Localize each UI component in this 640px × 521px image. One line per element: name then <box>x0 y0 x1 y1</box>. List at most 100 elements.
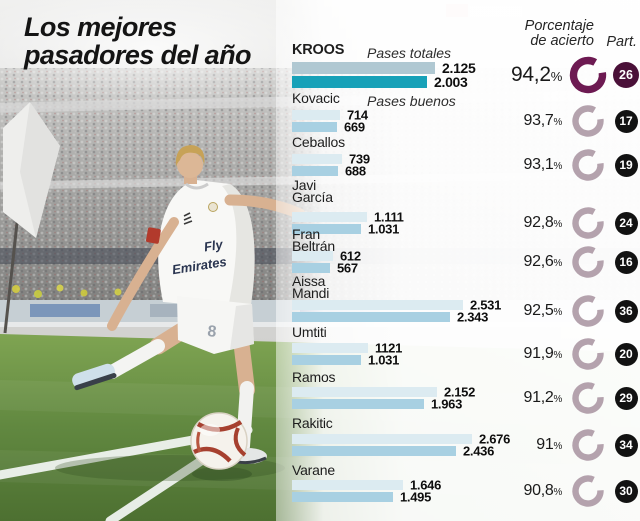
percent-sign: % <box>553 487 562 498</box>
pases-buenos-bar: 1.495 <box>292 490 431 505</box>
percent-sign: % <box>553 307 562 318</box>
pases-totales-bar: 2.125 <box>292 60 476 76</box>
shorts-number: 8 <box>207 323 218 341</box>
club-crest-icon <box>208 202 218 212</box>
player-name: Rakitic <box>292 415 333 431</box>
accuracy-number: 94,2 <box>511 63 551 86</box>
player-name: Ceballos <box>292 134 345 150</box>
player-name: Aissa Mandi <box>292 273 330 301</box>
header-accuracy-line1: Porcentaje <box>524 18 594 34</box>
header-matches: Part. <box>606 34 637 50</box>
ball-outline <box>190 412 248 470</box>
player-kroos: Fly Emirates 8 <box>72 145 306 465</box>
accuracy-number: 93,7 <box>523 112 554 129</box>
shirt-sponsor-line1: Fly <box>203 237 225 255</box>
matches-badge: 34 <box>614 433 638 457</box>
accuracy-number: 91,9 <box>523 345 554 362</box>
pases-buenos-value: 1.495 <box>400 489 432 505</box>
player-name: Ramos <box>292 369 336 385</box>
matches-badge: 16 <box>614 250 638 274</box>
accuracy-donut-icon <box>572 207 604 239</box>
percent-sign: % <box>553 258 562 269</box>
shirt <box>158 180 255 310</box>
player-name: Umtiti <box>292 324 327 340</box>
accuracy-number: 90,8 <box>523 482 554 499</box>
pases-totales-bar: 714 <box>292 108 368 123</box>
pases-buenos-value: 2.436 <box>463 443 495 459</box>
matches-badge: 29 <box>614 386 638 410</box>
matches-badge: 19 <box>614 153 638 177</box>
label-pases-buenos: Pases buenos <box>367 93 456 109</box>
matches-badge: 36 <box>614 299 638 323</box>
accuracy-percentage: 92,5% <box>470 301 563 321</box>
matches-badge: 30 <box>614 479 638 503</box>
player-name: Fran Beltrán <box>292 226 335 254</box>
accuracy-donut-icon <box>572 149 604 181</box>
accuracy-donut-icon <box>572 429 604 461</box>
left-arm <box>107 217 179 331</box>
accuracy-number: 93,1 <box>523 156 554 173</box>
page-title-line2: pasadores del año <box>24 40 251 70</box>
kicking-sock <box>105 339 165 379</box>
stewards <box>12 284 122 298</box>
pases-totales-value: 2.125 <box>442 60 476 76</box>
pases-totales-value: 1121 <box>375 340 403 356</box>
pases-totales-bar: 1121 <box>292 341 402 356</box>
pases-buenos-bar: 688 <box>292 164 366 179</box>
pases-totales-value: 1.111 <box>374 209 404 225</box>
accuracy-percentage: 93,7% <box>470 111 563 131</box>
pases-totales-bar: 1.646 <box>292 478 441 493</box>
pases-buenos-value: 567 <box>337 260 358 276</box>
pases-buenos-bar: 2.343 <box>292 310 488 325</box>
pases-totales-bar: 739 <box>292 152 370 167</box>
pases-totales-bar: 2.676 <box>292 432 510 447</box>
pases-buenos-value: 1.963 <box>431 396 463 412</box>
player-name: Varane <box>292 462 335 478</box>
pases-buenos-value: 1.031 <box>368 352 400 368</box>
ad-board-blue <box>30 304 100 317</box>
pases-totales-value: 2.676 <box>479 431 511 447</box>
matches-badge: 17 <box>614 109 638 133</box>
laliga-patch-icon <box>146 227 161 244</box>
accuracy-donut-icon <box>572 246 604 278</box>
percent-sign: % <box>553 394 562 405</box>
title-glow <box>0 0 345 110</box>
accuracy-number: 92,6 <box>523 253 554 270</box>
pases-buenos-value: 2.343 <box>457 309 489 325</box>
collar <box>185 182 209 190</box>
pases-buenos-value: 2.003 <box>434 74 468 90</box>
ball-seam <box>193 446 232 463</box>
football <box>190 412 252 481</box>
accuracy-percentage: 90,8% <box>470 481 563 501</box>
ball-seam <box>233 427 247 457</box>
accuracy-number: 92,5 <box>523 302 554 319</box>
accuracy-donut-icon <box>572 475 604 507</box>
percent-sign: % <box>550 69 563 84</box>
percent-sign: % <box>553 441 562 452</box>
accuracy-percentage: 92,8% <box>470 213 563 233</box>
matches-badge: 24 <box>614 211 638 235</box>
accuracy-number: 91 <box>536 436 554 453</box>
pases-buenos-bar: 669 <box>292 120 365 135</box>
matches-badge: 20 <box>614 342 638 366</box>
percent-sign: % <box>553 219 562 230</box>
accuracy-donut-icon <box>572 338 604 370</box>
accuracy-donut-icon <box>572 382 604 414</box>
shorts-shading <box>230 304 254 350</box>
pases-totales-value: 1.646 <box>410 477 442 493</box>
pases-totales-bar: 2.531 <box>292 298 501 313</box>
pases-buenos-bar: 1.963 <box>292 397 462 412</box>
accuracy-percentage: 91,9% <box>470 344 563 364</box>
pases-buenos-value: 669 <box>344 119 365 135</box>
ball-shadow <box>192 467 252 481</box>
pases-totales-value: 2.531 <box>470 297 502 313</box>
pases-totales-value: 612 <box>340 248 361 264</box>
blond-hair <box>175 145 205 167</box>
pases-buenos-value: 688 <box>345 163 366 179</box>
accuracy-number: 92,8 <box>523 214 554 231</box>
accuracy-number: 91,2 <box>523 389 554 406</box>
head <box>177 152 203 178</box>
accuracy-donut-icon <box>569 56 607 94</box>
accuracy-donut-icon <box>572 295 604 327</box>
